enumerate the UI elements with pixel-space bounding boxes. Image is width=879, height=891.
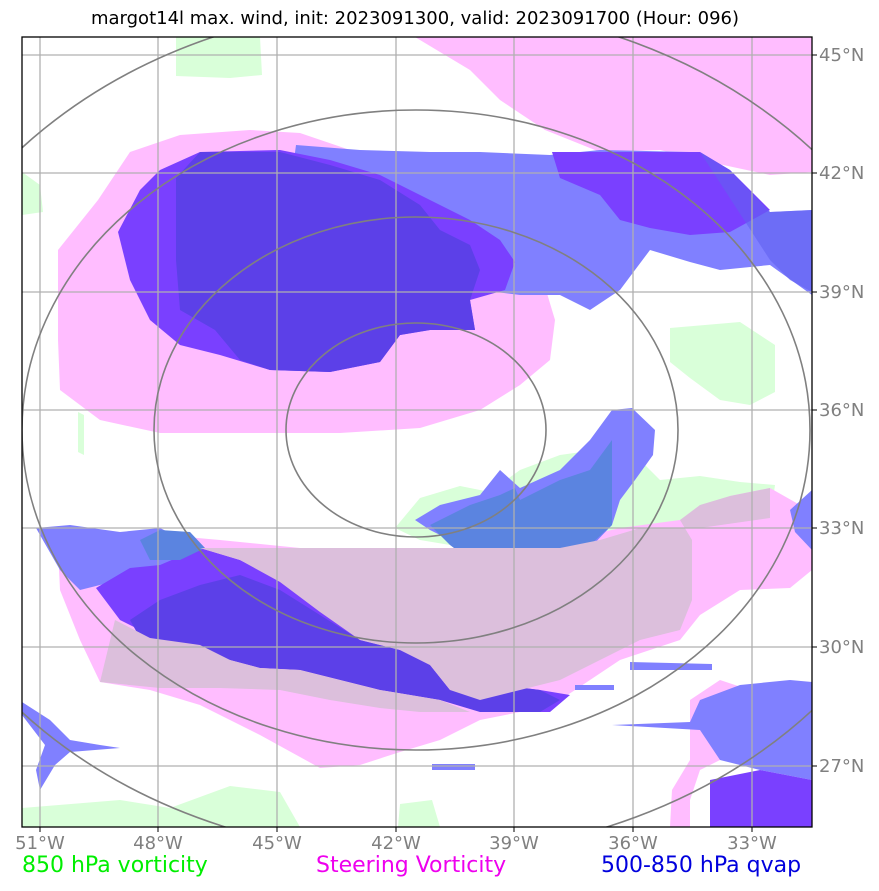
- latitude-label: 39°N: [819, 282, 864, 303]
- map-title: margot14l max. wind, init: 2023091300, v…: [90, 8, 740, 29]
- range-ring: [285, 322, 547, 538]
- latitude-label: 45°N: [819, 45, 864, 66]
- overlap-region: [100, 620, 470, 712]
- qvap-overlap-layer: [130, 152, 812, 712]
- overlap-region: [200, 488, 770, 700]
- latitude-label: 27°N: [819, 756, 864, 777]
- vort850-region: [670, 322, 775, 405]
- overlap-region: [176, 152, 480, 372]
- gridlines: [22, 37, 812, 827]
- latitude-label: 30°N: [819, 637, 864, 658]
- range-ring: [153, 216, 679, 644]
- overlap-region: [140, 530, 205, 560]
- longitude-label: 48°W: [133, 833, 183, 854]
- longitude-label: 33°W: [727, 833, 777, 854]
- qvap-light-region: [575, 685, 614, 690]
- plot-frame: [21, 36, 813, 828]
- latitude-label: 42°N: [819, 163, 864, 184]
- overlap-region: [430, 440, 612, 560]
- vort850-region: [78, 412, 84, 455]
- longitude-label: 42°W: [371, 833, 421, 854]
- vort850-region: [398, 800, 440, 827]
- qvap-light-region: [630, 662, 712, 670]
- vort850-region: [176, 37, 262, 78]
- latitude-label: 33°N: [819, 518, 864, 539]
- vort850-region: [22, 786, 300, 827]
- steering-850-overlap-layer: [100, 488, 770, 712]
- latitude-labels: 45°N 42°N 39°N 36°N 33°N 30°N 27°N: [819, 45, 864, 777]
- longitude-labels: 51°W 48°W 45°W 42°W 39°W 36°W 33°W: [15, 833, 777, 854]
- longitude-label: 39°W: [489, 833, 539, 854]
- legend-qvap: 500-850 hPa qvap: [601, 853, 802, 878]
- latitude-label: 36°N: [819, 400, 864, 421]
- longitude-label: 45°W: [252, 833, 302, 854]
- overlap-region: [700, 152, 812, 292]
- tick-marks: [39, 54, 817, 832]
- qvap-light-region: [790, 490, 812, 550]
- range-rings: [22, 37, 812, 827]
- qvap-light-region: [22, 702, 120, 790]
- legend-850-vorticity: 850 hPa vorticity: [22, 853, 208, 878]
- qvap-light-region: [432, 764, 475, 770]
- overlap-region: [130, 575, 560, 712]
- vort850-region: [22, 172, 43, 215]
- longitude-label: 51°W: [15, 833, 65, 854]
- longitude-label: 36°W: [608, 833, 658, 854]
- qvap-light-region: [612, 680, 812, 780]
- qvap-dark-region: [710, 770, 812, 827]
- legend-steering-vorticity: Steering Vorticity: [316, 853, 507, 878]
- range-ring: [22, 109, 811, 751]
